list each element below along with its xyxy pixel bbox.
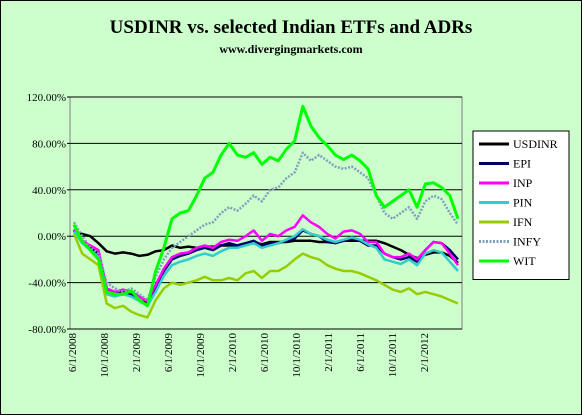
- x-tick-label: 6/1/2010: [259, 333, 271, 373]
- series-line-infy: [72, 151, 460, 302]
- y-tick-label: -40.00%: [28, 278, 66, 290]
- legend-label: INP: [513, 176, 533, 190]
- x-tick-label: 2/1/2011: [323, 333, 335, 372]
- y-tick-label: 120.00%: [27, 92, 66, 104]
- legend-label: INFY: [513, 235, 541, 249]
- x-tick-label: 10/1/2009: [195, 333, 207, 378]
- series-line-wit: [72, 104, 460, 308]
- series-line-ifn: [72, 233, 459, 319]
- x-tick-label: 10/1/2008: [99, 333, 111, 378]
- legend-label: IFN: [513, 215, 533, 229]
- x-tick-label: 2/1/2010: [227, 333, 239, 373]
- y-tick-label: 40.00%: [32, 185, 66, 197]
- x-tick-label: 10/1/2011: [387, 333, 399, 377]
- chart-subtitle: www.divergingmarkets.com: [219, 42, 362, 56]
- gridlines: [70, 96, 462, 330]
- legend-label: PIN: [513, 196, 533, 210]
- y-tick-label: -80.00%: [28, 324, 66, 336]
- x-tick-label: 10/1/2010: [291, 333, 303, 378]
- chart-title: USDINR vs. selected Indian ETFs and ADRs: [110, 17, 473, 38]
- y-tick-label: 0.00%: [38, 231, 66, 243]
- x-tick-label: 6/1/2008: [67, 333, 79, 373]
- y-tick-label: 80.00%: [32, 138, 66, 150]
- series-lines: [72, 104, 460, 319]
- x-tick-label: 2/1/2009: [131, 333, 143, 373]
- legend-box: [472, 130, 570, 280]
- series-line-inp: [72, 214, 460, 303]
- x-tick-label: 2/1/2012: [419, 333, 431, 372]
- x-tick-label: 6/1/2011: [355, 333, 367, 372]
- legend-label: USDINR: [513, 137, 558, 151]
- legend-label: EPI: [513, 157, 531, 171]
- axes: -80.00% -40.00% 0.00% 40.00% 80.00% 120.00% 6/…: [27, 92, 431, 378]
- legend: USDINR EPI INP PIN IFN INFY WIT: [472, 130, 570, 280]
- legend-label: WIT: [513, 254, 536, 268]
- x-tick-label: 6/1/2009: [163, 333, 175, 373]
